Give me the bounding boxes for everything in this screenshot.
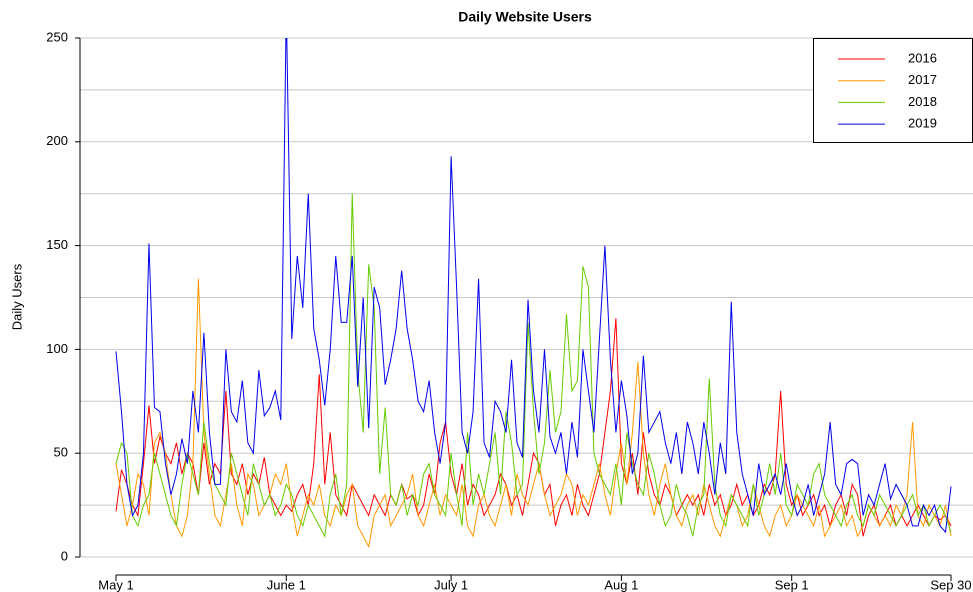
legend-label: 2017	[908, 72, 937, 87]
plot-area	[115, 38, 952, 549]
y-tick-label: 150	[46, 237, 68, 252]
x-tick-label: Aug 1	[604, 577, 638, 592]
x-tick-label: July 1	[434, 577, 468, 592]
y-tick-label: 0	[61, 548, 68, 563]
legend-label: 2019	[908, 116, 937, 131]
series-line	[115, 193, 952, 538]
legend-label: 2016	[908, 50, 937, 65]
axes: 0 50 100 150 200 250 May 1 June 1 July 1 Aug 1 Sep…	[46, 29, 971, 592]
x-tick-label: Sep 30	[930, 577, 971, 592]
legend-label: 2018	[908, 94, 937, 109]
chart-title: Daily Website Users	[458, 9, 592, 25]
y-axis-label: Daily Users	[9, 263, 24, 330]
series-line	[115, 278, 952, 549]
y-tick-label: 100	[46, 341, 68, 356]
series-line	[115, 318, 952, 537]
y-tick-label: 50	[54, 445, 68, 460]
y-tick-label: 200	[46, 133, 68, 148]
x-tick-label: Sep 1	[775, 577, 809, 592]
y-tick-label: 250	[46, 29, 68, 44]
legend: 2016 2017 2018 2019	[813, 38, 973, 143]
series-line	[115, 38, 952, 534]
legend-box	[813, 38, 973, 143]
x-tick-label: May 1	[98, 577, 133, 592]
x-tick-label: June 1	[267, 577, 306, 592]
